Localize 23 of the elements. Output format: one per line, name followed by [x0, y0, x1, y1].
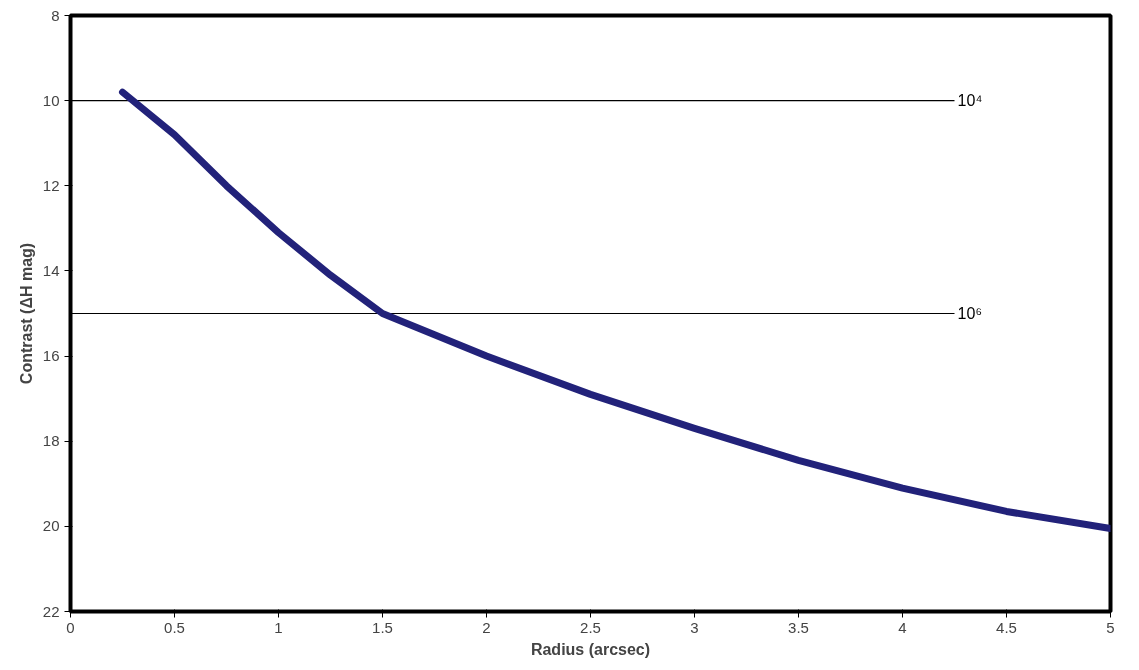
ref-line-label: 10⁴ — [957, 92, 983, 110]
x-tick-label: 1.5 — [372, 618, 393, 636]
y-tick-label: 10 — [42, 91, 60, 109]
x-tick-label: 3.5 — [788, 618, 809, 636]
x-tick-label: 3 — [690, 618, 699, 636]
x-axis-title: Radius (arcsec) — [530, 640, 651, 658]
x-tick-label: 4 — [898, 618, 907, 636]
y-axis-title: Contrast (ΔH mag) — [17, 242, 35, 385]
y-tick-label: 12 — [42, 176, 60, 194]
y-tick-label: 14 — [42, 261, 60, 279]
x-tick-label: 1 — [274, 618, 283, 636]
x-tick-label: 2 — [482, 618, 491, 636]
y-tick-label: 8 — [51, 6, 60, 24]
ref-line-label: 10⁶ — [957, 305, 983, 322]
y-tick-label: 16 — [42, 347, 60, 365]
y-tick-label: 18 — [42, 432, 60, 450]
x-tick-label: 5 — [1106, 618, 1115, 636]
x-tick-label: 2.5 — [580, 618, 601, 636]
y-tick-label: 22 — [42, 602, 60, 620]
y-tick-label: 20 — [42, 517, 60, 535]
x-tick-label: 0 — [66, 618, 75, 636]
x-tick-label: 4.5 — [996, 618, 1017, 636]
x-tick-label: 0.5 — [164, 618, 185, 636]
